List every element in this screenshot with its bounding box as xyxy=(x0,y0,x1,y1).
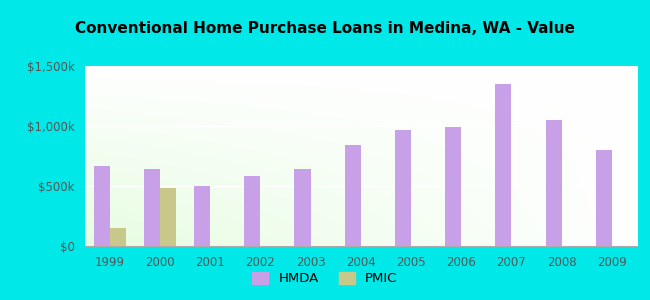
Bar xyxy=(344,145,361,246)
Bar xyxy=(445,127,462,246)
Legend: HMDA, PMIC: HMDA, PMIC xyxy=(247,266,403,290)
Bar xyxy=(160,188,176,246)
Bar xyxy=(144,169,160,246)
Bar xyxy=(194,186,210,246)
Bar xyxy=(596,150,612,246)
Bar xyxy=(545,120,562,246)
Bar xyxy=(294,169,311,246)
Bar xyxy=(110,228,125,246)
Bar xyxy=(244,176,260,246)
Bar xyxy=(395,130,411,246)
Bar xyxy=(495,84,512,246)
Bar xyxy=(94,166,110,246)
Text: Conventional Home Purchase Loans in Medina, WA - Value: Conventional Home Purchase Loans in Medi… xyxy=(75,21,575,36)
